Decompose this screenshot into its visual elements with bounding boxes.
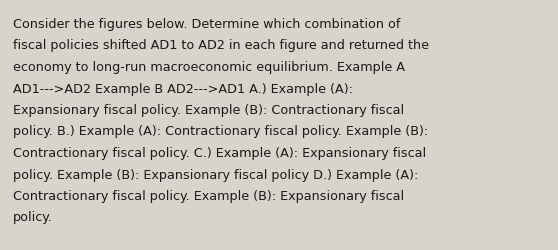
Text: Consider the figures below. Determine which combination of: Consider the figures below. Determine wh… [13, 18, 401, 31]
Text: policy. Example (B): Expansionary fiscal policy D.) Example (A):: policy. Example (B): Expansionary fiscal… [13, 168, 418, 181]
Text: fiscal policies shifted AD1 to AD2 in each figure and returned the: fiscal policies shifted AD1 to AD2 in ea… [13, 39, 429, 52]
Text: AD1--->AD2 Example B AD2--->AD1 A.) Example (A):: AD1--->AD2 Example B AD2--->AD1 A.) Exam… [13, 82, 353, 95]
Text: Expansionary fiscal policy. Example (B): Contractionary fiscal: Expansionary fiscal policy. Example (B):… [13, 104, 404, 117]
Text: policy. B.) Example (A): Contractionary fiscal policy. Example (B):: policy. B.) Example (A): Contractionary … [13, 125, 428, 138]
Text: Contractionary fiscal policy. Example (B): Expansionary fiscal: Contractionary fiscal policy. Example (B… [13, 189, 404, 202]
Text: economy to long-run macroeconomic equilibrium. Example A: economy to long-run macroeconomic equili… [13, 61, 405, 74]
Text: policy.: policy. [13, 211, 53, 224]
Text: Contractionary fiscal policy. C.) Example (A): Expansionary fiscal: Contractionary fiscal policy. C.) Exampl… [13, 146, 426, 159]
